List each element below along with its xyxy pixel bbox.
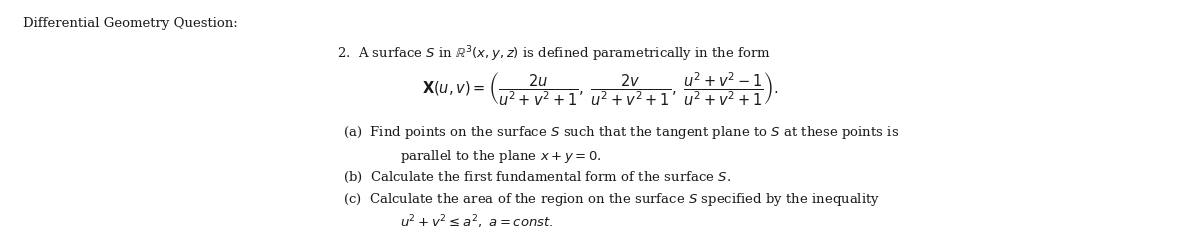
Text: parallel to the plane $x + y = 0$.: parallel to the plane $x + y = 0$. [400, 148, 601, 165]
Text: $u^2 + v^2 \leq a^2,\ a = const.$: $u^2 + v^2 \leq a^2,\ a = const.$ [400, 213, 553, 231]
Text: (c)  Calculate the area of the region on the surface $S$ specified by the inequa: (c) Calculate the area of the region on … [342, 191, 880, 208]
Text: (b)  Calculate the first fundamental form of the surface $S$.: (b) Calculate the first fundamental form… [342, 170, 731, 185]
Text: Differential Geometry Question:: Differential Geometry Question: [23, 17, 238, 30]
Text: $\mathbf{X}(u, v) = \left(\dfrac{2u}{u^2 + v^2 + 1},\ \dfrac{2v}{u^2 + v^2 + 1},: $\mathbf{X}(u, v) = \left(\dfrac{2u}{u^2… [421, 70, 779, 108]
Text: (a)  Find points on the surface $S$ such that the tangent plane to $S$ at these : (a) Find points on the surface $S$ such … [342, 124, 899, 141]
Text: 2.  A surface $S$ in $\mathbb{R}^{3}(x, y, z)$ is defined parametrically in the : 2. A surface $S$ in $\mathbb{R}^{3}(x, y… [337, 45, 770, 64]
